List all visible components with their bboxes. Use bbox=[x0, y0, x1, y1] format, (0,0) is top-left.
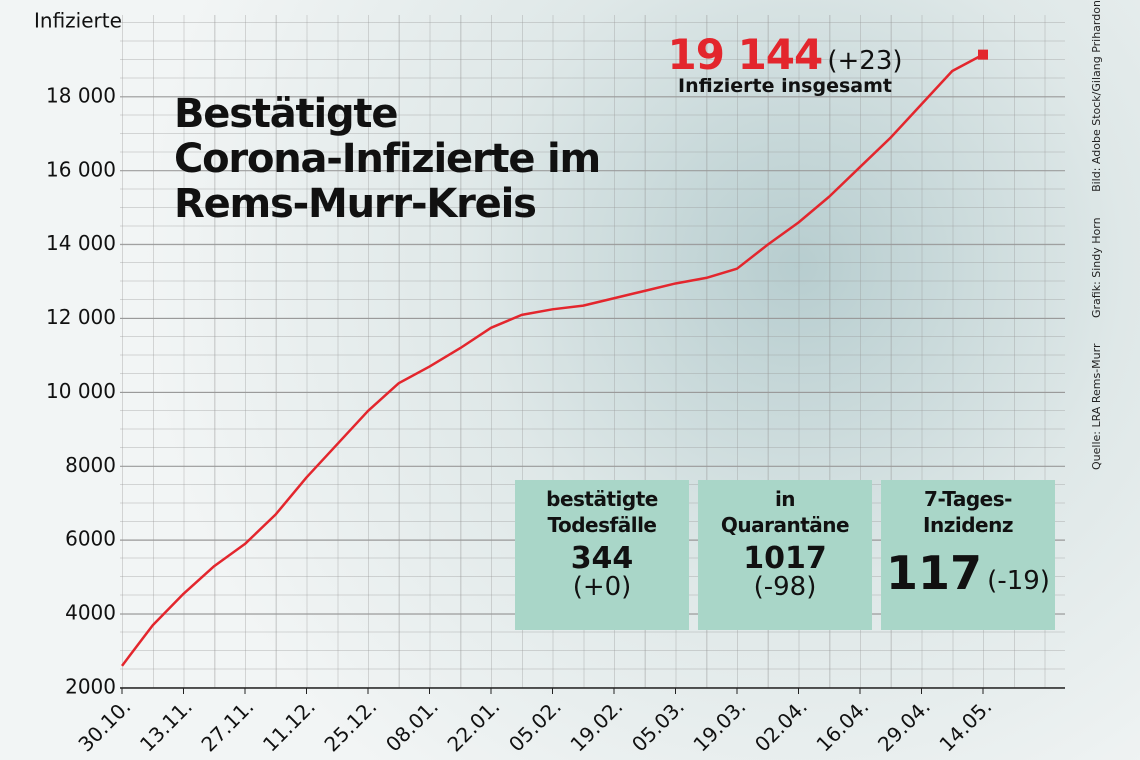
title-line: Bestätigte bbox=[174, 91, 398, 137]
total: 19 144 (+23) Infizierte insgesamt bbox=[660, 30, 910, 97]
x-tick-label: 02.04. bbox=[750, 694, 812, 756]
x-tick-label: 05.02. bbox=[504, 694, 566, 756]
line bbox=[121, 53, 984, 667]
y-tick-label: 6000 bbox=[65, 527, 116, 551]
x-tick-label: 05.03. bbox=[627, 694, 689, 756]
y-tick-label: 12 000 bbox=[46, 305, 116, 329]
box-change: (-19) bbox=[987, 566, 1050, 596]
credit: Bild: Adobe Stock/Gilang Prihardono bbox=[1090, 0, 1103, 192]
x-tick-label: 16.04. bbox=[811, 694, 873, 756]
x-tick-label: 08.01. bbox=[381, 694, 443, 756]
x-tick-label: 19.03. bbox=[688, 694, 750, 756]
total-change: (+23) bbox=[827, 46, 903, 76]
title-line: Corona-Infizierte im bbox=[174, 136, 601, 183]
info-box: in Quarantäne 1017 (-98) bbox=[698, 480, 872, 630]
y-tick-label: 10 000 bbox=[46, 379, 116, 403]
y-axis-label: Infizierte bbox=[34, 9, 122, 33]
x-tick-label: 30.10. bbox=[73, 694, 135, 756]
x-tick-label: 25.12. bbox=[319, 694, 381, 756]
box-value: 117 bbox=[886, 546, 983, 600]
y-tick-label: 4000 bbox=[65, 601, 116, 625]
info-box: bestätigte Todesfälle 344 (+0) bbox=[515, 480, 689, 630]
box-title: 7-Tages-Inzidenz bbox=[923, 487, 1013, 537]
x-tick-label: 27.11. bbox=[196, 694, 258, 756]
box-change: (-98) bbox=[753, 572, 817, 602]
x-tick-label: 13.11. bbox=[135, 694, 197, 756]
y-tick-label: 14 000 bbox=[46, 231, 116, 255]
credit: Grafik: Sindy Horn bbox=[1090, 217, 1103, 319]
y-tick-label: 8000 bbox=[65, 453, 116, 477]
box-change: (+0) bbox=[572, 572, 632, 602]
x-tick-label: 14.05. bbox=[934, 694, 996, 756]
x-tick-label: 11.12. bbox=[258, 694, 320, 756]
box-value: 1017 bbox=[743, 541, 827, 576]
x-tick-label: 19.02. bbox=[565, 694, 627, 756]
y-tick-label: 18 000 bbox=[46, 83, 116, 107]
credits: Quelle: LRA Rems-Murr Grafik: Sindy Horn… bbox=[1090, 0, 1103, 470]
title: Bestätigte Corona-Infizierte im Rems-Mur… bbox=[174, 91, 601, 228]
x-tick-label: 29.04. bbox=[873, 694, 935, 756]
total-value: 19 144 bbox=[667, 30, 824, 79]
total-caption: Infizierte insgesamt bbox=[678, 75, 892, 97]
box-title: bestätigte Todesfälle bbox=[546, 487, 658, 537]
title-line: Rems-Murr-Kreis bbox=[174, 181, 537, 228]
y-tick-label: 2000 bbox=[65, 675, 116, 699]
box-value: 344 bbox=[570, 541, 634, 576]
credit: Quelle: LRA Rems-Murr bbox=[1090, 343, 1103, 470]
info-box: 7-Tages-Inzidenz 117 (-19) bbox=[881, 480, 1055, 630]
y-tick-label: 16 000 bbox=[46, 157, 116, 181]
box-title: in Quarantäne bbox=[720, 487, 850, 537]
x-tick-label: 22.01. bbox=[442, 694, 504, 756]
end-marker bbox=[978, 49, 988, 60]
